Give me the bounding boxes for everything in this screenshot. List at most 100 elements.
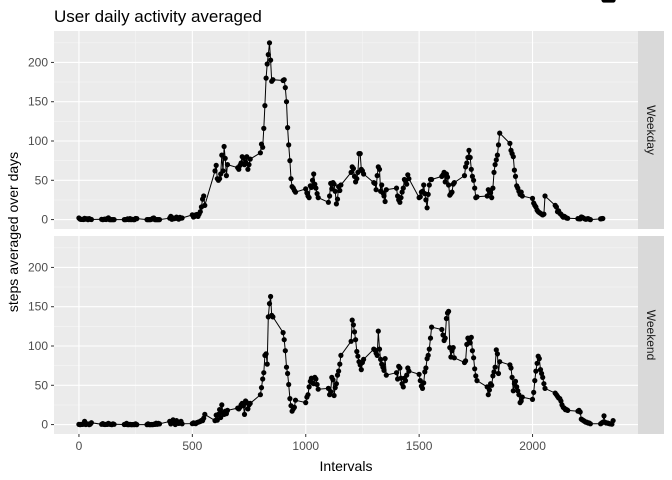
data-point	[257, 150, 263, 156]
data-point	[468, 334, 474, 340]
data-point	[332, 188, 338, 194]
data-point	[429, 324, 435, 330]
data-point	[508, 365, 514, 371]
y-axis-ticks-weekend: 0 50 100 150 200	[28, 260, 54, 432]
data-point	[338, 182, 344, 188]
data-point	[406, 368, 412, 374]
data-point	[222, 155, 228, 161]
data-point	[471, 355, 477, 361]
data-point	[461, 173, 468, 179]
data-point	[467, 154, 473, 161]
data-point	[287, 396, 293, 402]
data-point	[421, 380, 427, 386]
data-point	[429, 176, 435, 183]
data-point	[489, 382, 495, 388]
data-point	[422, 369, 428, 375]
data-point	[489, 195, 495, 201]
data-point	[474, 194, 480, 200]
data-point	[463, 358, 469, 364]
data-point	[423, 365, 429, 371]
data-point	[270, 314, 276, 320]
data-point	[88, 216, 94, 223]
data-point	[494, 351, 500, 357]
data-point	[266, 301, 273, 307]
data-point	[202, 411, 208, 417]
data-point	[540, 374, 546, 380]
data-point	[350, 322, 356, 328]
data-point	[179, 215, 185, 221]
data-point	[325, 199, 331, 205]
data-point	[313, 185, 319, 191]
data-point	[219, 402, 225, 408]
data-point	[281, 77, 287, 83]
data-point	[511, 167, 517, 173]
data-point	[423, 197, 429, 203]
data-point	[565, 407, 571, 413]
data-point	[280, 330, 286, 336]
data-point	[383, 187, 389, 193]
data-point	[444, 174, 451, 180]
data-point	[332, 385, 338, 391]
data-point	[197, 209, 203, 215]
data-point	[285, 125, 291, 131]
data-point	[217, 407, 223, 413]
data-point	[349, 317, 355, 323]
data-point	[286, 142, 292, 148]
data-point	[315, 195, 321, 201]
data-point	[327, 193, 333, 199]
data-point	[262, 103, 268, 109]
data-point	[268, 57, 274, 63]
data-point	[337, 361, 343, 367]
panel-background-weekday	[54, 31, 638, 229]
data-point	[515, 388, 521, 394]
y-axis-ticks-weekday: 0 50 100 150 200	[28, 55, 54, 227]
data-point	[610, 0, 616, 3]
data-point	[507, 140, 513, 146]
data-point	[446, 308, 452, 314]
data-point	[287, 158, 293, 164]
data-point	[247, 156, 253, 162]
data-point	[518, 189, 524, 195]
y-tick-label: 150	[28, 300, 48, 314]
data-point	[404, 372, 410, 378]
data-point	[268, 293, 274, 300]
data-point	[537, 367, 544, 373]
data-point	[404, 181, 410, 187]
data-point	[446, 182, 452, 188]
data-point	[261, 125, 267, 131]
y-axis-title: steps averaged over days	[5, 152, 21, 312]
data-point	[486, 387, 492, 393]
data-point	[88, 420, 94, 426]
data-point	[336, 368, 342, 374]
data-point	[261, 370, 267, 376]
data-point	[266, 40, 273, 46]
data-point	[218, 414, 224, 421]
data-point	[512, 173, 519, 179]
data-point	[531, 389, 537, 395]
data-point	[212, 168, 218, 174]
data-point	[485, 392, 491, 398]
data-point	[265, 52, 271, 58]
data-point	[541, 381, 547, 387]
data-point	[246, 162, 252, 168]
data-point	[490, 373, 496, 379]
data-point	[328, 389, 334, 395]
data-point	[490, 185, 496, 191]
y-tick-label: 50	[35, 173, 49, 187]
data-point	[337, 187, 343, 194]
data-point	[397, 365, 403, 371]
facet-panel-weekday: Weekday 0 50 100 150 200	[28, 0, 664, 229]
data-point	[306, 195, 312, 201]
data-point	[330, 377, 336, 383]
data-point	[379, 182, 385, 188]
data-point	[381, 193, 387, 199]
data-point	[257, 392, 263, 398]
data-point	[361, 171, 367, 177]
data-point	[292, 189, 299, 195]
data-point	[541, 211, 547, 217]
data-point	[519, 394, 525, 400]
data-point	[283, 99, 290, 105]
x-tick-label: 0	[76, 439, 83, 453]
data-point	[111, 421, 117, 427]
data-point	[402, 378, 409, 384]
